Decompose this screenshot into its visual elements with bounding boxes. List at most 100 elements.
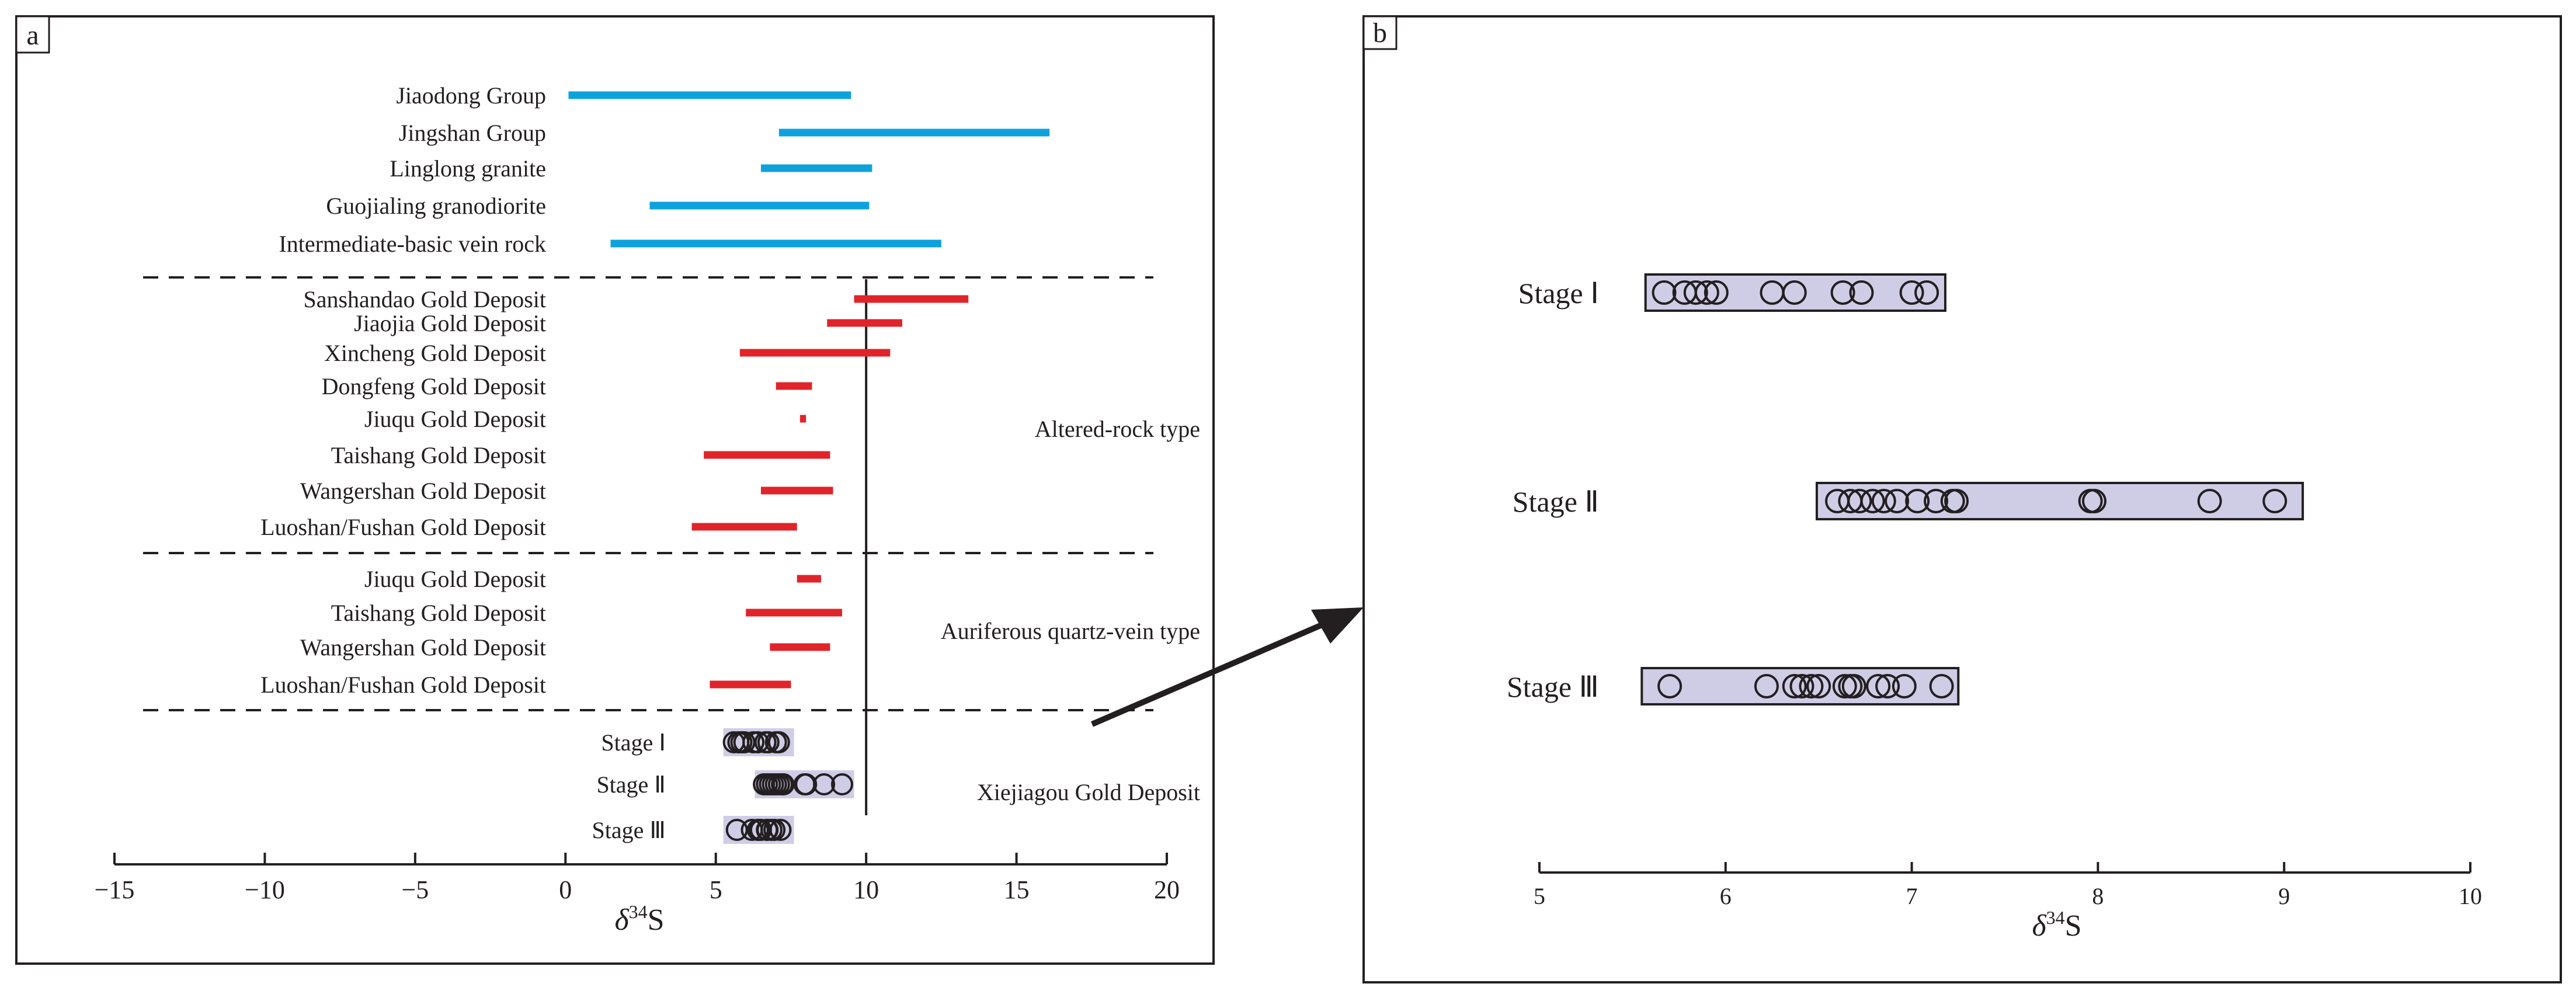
group-label-quartz-vein: Auriferous quartz-vein type (941, 618, 1200, 644)
panel-a-stage-2-point-8 (763, 819, 786, 841)
panel-a-stage-1-point-7 (772, 773, 795, 795)
panel-b-stage-1-point-7 (1924, 489, 1949, 513)
panel-b-tick-label-1: 6 (1720, 883, 1732, 909)
group-label-xiejiagou: Xiejiagou Gold Deposit (977, 779, 1200, 805)
panel-a-tick-label-3: 0 (559, 875, 572, 904)
panel-a-stage-1-point-11 (830, 773, 853, 795)
panel-b-stage-2-point-11 (1892, 674, 1917, 698)
panel-a-tick-label-7: 20 (1154, 875, 1180, 904)
panel-b-stage-0-point-7 (1830, 280, 1855, 305)
range-label-altered-rock-type-6: Wangershan Gold Deposit (300, 478, 546, 504)
panel-b-label: b (1373, 18, 1387, 48)
panel-a-x-label-rest: S (648, 903, 665, 937)
panel-b-stage-0-point-10 (1914, 280, 1939, 305)
panel-b-tick-label-5: 10 (2459, 883, 2482, 909)
range-label-altered-rock-type-7: Luoshan/Fushan Gold Deposit (260, 514, 546, 540)
panel-a-stage-1-point-10 (813, 773, 836, 795)
panel-a-x-axis-label: δ34S (614, 901, 664, 937)
range-label-altered-rock-type-3: Dongfeng Gold Deposit (322, 373, 546, 399)
panel-a-stage-2-point-0 (725, 819, 748, 841)
connector-arrow-line (1091, 621, 1326, 727)
panel-a-stage-1-point-9 (795, 773, 818, 795)
panel-b-stage-2-point-1 (1754, 674, 1779, 698)
range-label-auriferous-quartz-vein-type-2: Wangershan Gold Deposit (300, 634, 546, 661)
panel-b-stage-0-point-0 (1652, 280, 1677, 305)
panel-b-stage-0-point-2 (1683, 280, 1708, 305)
panel-b-stage-label-1: Stage Ⅱ (1513, 485, 1599, 518)
panel-b-stage-2-point-4 (1799, 674, 1824, 698)
panel-b-tick-label-3: 8 (2092, 883, 2104, 909)
panel-b-stage-0-point-4 (1704, 280, 1729, 305)
range-label-wall-rock-1: Jingshan Group (399, 120, 546, 146)
panel-b-stage-0-point-6 (1782, 280, 1807, 305)
panel-b-tick-label-0: 5 (1534, 883, 1545, 909)
panel-b-x-label-sup: 34 (2046, 907, 2065, 928)
panel-b-stage-box-1 (1816, 482, 2304, 520)
panel-b-stage-1-point-3 (1860, 489, 1885, 513)
range-label-altered-rock-type-5: Taishang Gold Deposit (331, 442, 546, 468)
panel-b-x-axis-label: δ34S (2032, 907, 2081, 943)
range-label-altered-rock-type-0: Sanshandao Gold Deposit (303, 286, 546, 312)
panel-a-marks: −15 −10 −5 0 5 10 15 20 Jiaodong Group Jingshan G… (95, 82, 1180, 904)
panel-b-stage-1-point-9 (1944, 489, 1969, 513)
panel-b-stage-2-point-5 (1806, 674, 1831, 698)
panel-b-stage-2-point-0 (1657, 674, 1682, 698)
panel-a-label-box (15, 15, 50, 54)
panel-b-tick-label-4: 9 (2278, 883, 2290, 909)
panel-b-stage-2-point-9 (1866, 674, 1891, 698)
panel-b-stage-1-point-6 (1905, 489, 1930, 513)
panel-b-stage-0-point-3 (1694, 280, 1719, 305)
range-label-auriferous-quartz-vein-type-1: Taishang Gold Deposit (331, 600, 546, 626)
range-label-wall-rock-3: Guojialing granodiorite (326, 193, 546, 219)
range-label-altered-rock-type-1: Jiaojia Gold Deposit (354, 310, 546, 336)
panel-b-label-box (1362, 15, 1397, 50)
panel-a-stage-label-0: Stage Ⅰ (601, 729, 666, 756)
panel-a-stage-0-point-3 (733, 731, 756, 753)
panel-a-tick-label-4: 5 (710, 875, 722, 904)
range-label-wall-rock-2: Linglong granite (390, 155, 546, 182)
range-label-auriferous-quartz-vein-type-3: Luoshan/Fushan Gold Deposit (260, 672, 546, 698)
range-label-auriferous-quartz-vein-type-0: Jiuqu Gold Deposit (364, 566, 546, 592)
range-label-wall-rock-4: Intermediate-basic vein rock (279, 231, 546, 257)
panel-b-tick-label-2: 7 (1906, 883, 1918, 909)
panel-b-stage-label-2: Stage Ⅲ (1507, 670, 1599, 703)
panel-b-stage-1-point-4 (1871, 489, 1896, 513)
connector-arrow-head (1311, 607, 1364, 644)
panel-a-tick-label-2: −5 (401, 875, 429, 904)
panel-b-stage-1-point-5 (1885, 489, 1910, 513)
range-label-altered-rock-type-2: Xincheng Gold Deposit (324, 340, 546, 366)
group-label-altered: Altered-rock type (1035, 416, 1200, 442)
panel-a-stage-0-point-5 (746, 731, 769, 753)
panel-b-stage-2-point-3 (1789, 674, 1814, 698)
panel-b-stage-1-point-11 (2082, 489, 2107, 513)
panel-a-frame (15, 15, 1215, 965)
panel-b-x-label-symbol: δ (2032, 909, 2046, 943)
panel-b-stage-0-point-8 (1849, 280, 1874, 305)
panel-a-tick-label-1: −10 (245, 875, 285, 904)
range-label-altered-rock-type-4: Jiuqu Gold Deposit (364, 406, 546, 432)
panel-a-stage-0-point-7 (757, 731, 780, 753)
panel-b-stage-2-point-12 (1929, 674, 1954, 698)
panel-b-marks: 5 6 7 8 9 10 Stage Ⅰ Stage Ⅱ Stage Ⅲ (1507, 273, 2482, 909)
panel-b-stage-0-point-9 (1899, 280, 1924, 305)
panel-a-tick-label-6: 15 (1004, 875, 1030, 904)
panel-b-stage-1-point-13 (2262, 489, 2288, 513)
panel-b-frame (1362, 15, 2562, 983)
range-label-wall-rock-0: Jiaodong Group (396, 82, 546, 109)
panel-a-tick-label-0: −15 (95, 875, 135, 904)
panel-a-stage-0-point-9 (767, 731, 790, 753)
panel-a-stage-2-point-9 (769, 819, 792, 841)
panel-b-stage-1-point-12 (2197, 489, 2222, 513)
panel-b-x-label-rest: S (2065, 909, 2082, 943)
panel-b-stage-2-point-10 (1875, 674, 1900, 698)
panel-a-x-label-sup: 34 (629, 901, 648, 922)
panel-b-stage-2-point-8 (1841, 674, 1866, 698)
panel-a-x-label-symbol: δ (614, 903, 629, 937)
panel-a-stage-label-1: Stage Ⅱ (596, 771, 666, 798)
panel-a-label: a (26, 20, 39, 51)
panel-a-tick-label-5: 10 (853, 875, 879, 904)
panel-b-stage-2-point-6 (1832, 674, 1857, 698)
panel-b-stage-label-0: Stage Ⅰ (1518, 277, 1599, 310)
